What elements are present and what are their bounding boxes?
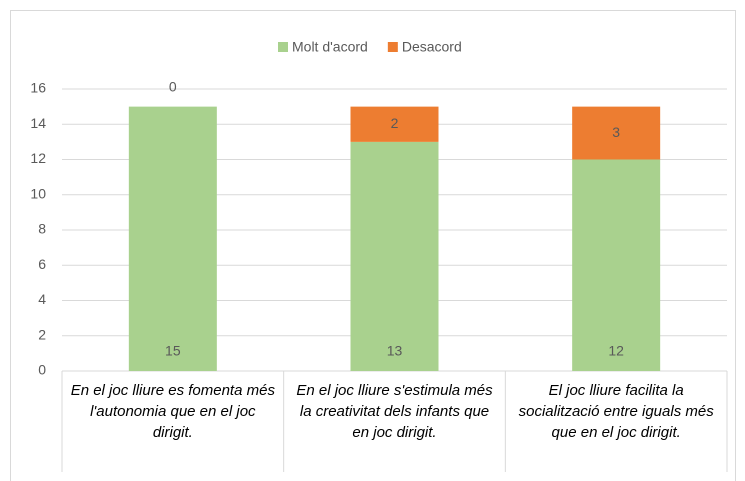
- bar-segment: [572, 159, 661, 371]
- data-label: 0: [169, 78, 177, 94]
- x-tick-label: En el joc lliure es fomenta més l'autono…: [70, 382, 275, 441]
- bar-segment: [350, 106, 439, 142]
- y-tick-label: 0: [38, 362, 46, 378]
- y-tick-label: 6: [38, 256, 46, 272]
- chart-border: [10, 10, 736, 481]
- bar-segment: [350, 141, 439, 371]
- legend-swatch: [278, 42, 288, 52]
- legend-swatch: [387, 42, 398, 52]
- y-tick-label: 14: [30, 115, 46, 131]
- y-tick-label: 2: [38, 326, 46, 342]
- data-label: 15: [165, 343, 181, 359]
- bar-segment: [572, 106, 661, 160]
- x-tick-label: El joc lliure facilita la socialització …: [518, 382, 714, 441]
- bar-segment: [128, 106, 217, 371]
- y-tick-label: 12: [30, 150, 46, 166]
- y-tick-label: 8: [38, 221, 46, 237]
- y-tick-label: 4: [38, 291, 46, 307]
- y-tick-label: 10: [30, 185, 46, 201]
- data-label: 12: [608, 343, 624, 359]
- data-label: 13: [387, 343, 403, 359]
- y-tick-label: 16: [30, 80, 46, 96]
- data-label: 2: [391, 115, 399, 131]
- data-label: 3: [612, 124, 620, 140]
- legend-label: Molt d'acord: [292, 39, 368, 55]
- x-tick-label: En el joc lliure s'estimula més la creat…: [296, 382, 493, 441]
- legend-label: Desacord: [402, 39, 462, 55]
